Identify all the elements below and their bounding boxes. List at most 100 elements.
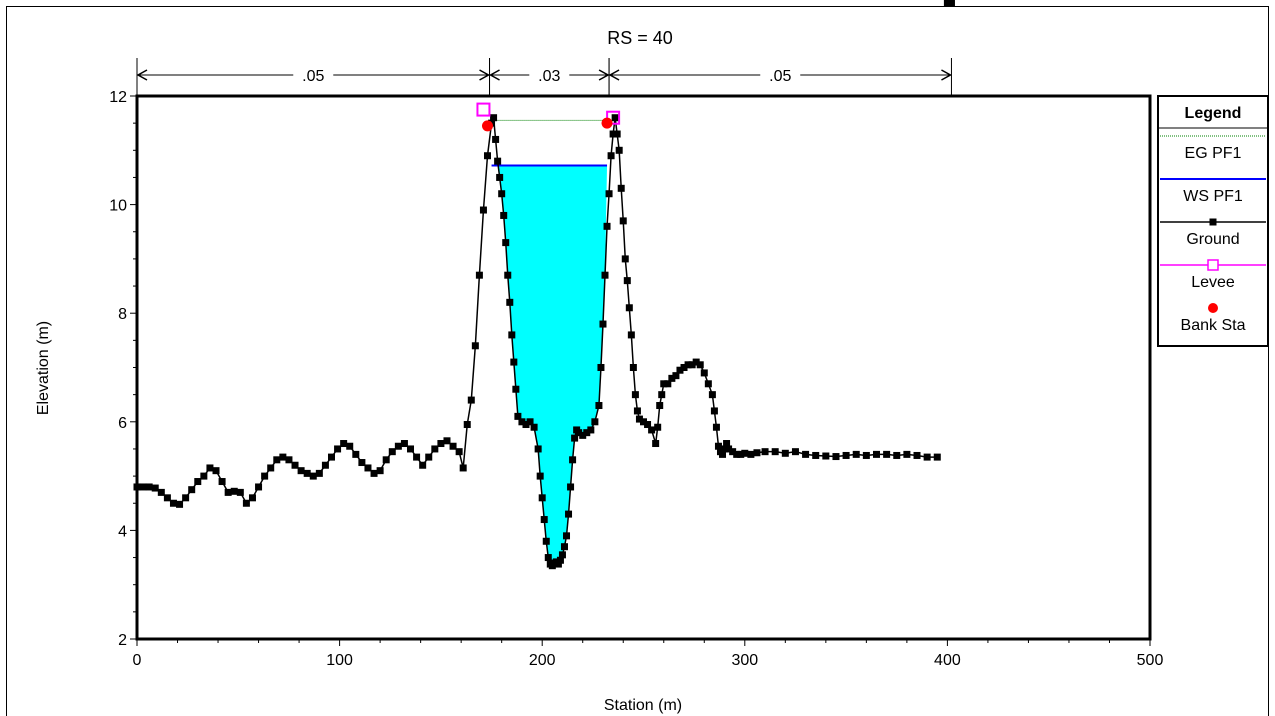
ground-point <box>605 190 613 198</box>
ground-point <box>508 331 516 339</box>
ground-point <box>648 426 656 434</box>
ground-point <box>261 472 269 480</box>
ground-point <box>923 453 931 461</box>
arrowhead-right <box>479 69 491 81</box>
ground-point <box>514 412 522 420</box>
ground-point <box>248 494 256 502</box>
ground-point <box>542 537 550 545</box>
y-axis: 2 4 6 8 10 12 <box>109 89 137 649</box>
ground-point <box>684 361 692 369</box>
ground-point <box>654 423 662 431</box>
ground-point <box>340 440 348 448</box>
ground-point <box>145 483 153 491</box>
ground-point <box>832 453 840 461</box>
ground-point <box>710 407 718 415</box>
arrowhead-left <box>608 69 620 81</box>
legend-entry-label: Ground <box>1186 231 1239 248</box>
ground-point <box>812 451 820 459</box>
arrowhead-left <box>488 69 500 81</box>
ground-point <box>273 456 281 464</box>
legend-entry-label: Levee <box>1191 274 1235 291</box>
ground-point <box>285 456 293 464</box>
y-tick-label: 10 <box>109 198 127 215</box>
ground-point <box>370 469 378 477</box>
ground-point <box>358 459 366 467</box>
ground-point <box>733 450 741 458</box>
ground-point <box>725 445 733 453</box>
manning-n-annotations: .05 .03 .05 <box>136 58 952 96</box>
ground-point <box>176 500 184 508</box>
ground-point <box>419 461 427 469</box>
arrowhead-right <box>941 69 952 81</box>
ground-point <box>627 331 635 339</box>
legend-swatch-marker <box>1209 218 1217 226</box>
ground-point <box>591 418 599 426</box>
ground-point <box>498 190 506 198</box>
ground-point <box>680 364 688 371</box>
ground-point <box>494 157 502 165</box>
legend-entry-label: Bank Sta <box>1181 317 1246 334</box>
ground-point <box>635 415 643 423</box>
legend-entry-label: WS PF1 <box>1183 188 1243 205</box>
ground-point <box>139 483 147 491</box>
ground-point <box>394 442 402 450</box>
ground-point <box>194 478 202 486</box>
legend-entry-label: EG PF1 <box>1185 145 1242 162</box>
ground-point <box>560 543 568 551</box>
ground-point <box>617 184 625 192</box>
ground-point <box>704 380 712 388</box>
ground-point <box>413 453 421 461</box>
ground-point <box>658 391 666 399</box>
ground-point <box>334 445 342 453</box>
ground-point <box>200 472 208 480</box>
ground-point <box>518 418 526 426</box>
ground-point <box>913 451 921 459</box>
legend: Legend EG PF1 WS PF1 Ground Levee Bank Sta <box>1157 95 1269 347</box>
ground-point <box>449 442 457 450</box>
ground-point <box>781 449 789 457</box>
ground-point <box>640 418 647 426</box>
chart-title: RS = 40 <box>607 28 673 48</box>
ground-point <box>883 450 891 458</box>
ground-point <box>664 380 672 388</box>
ground-point <box>169 499 177 507</box>
ground-point <box>656 402 664 410</box>
plot-border <box>135 94 1152 641</box>
ground-point <box>575 429 583 437</box>
ground-point <box>587 426 595 434</box>
legend-title: Legend <box>1185 105 1242 122</box>
ground-markers-layer <box>133 0 955 570</box>
ground-point <box>607 152 615 160</box>
manning-n-label: .05 <box>769 68 791 85</box>
ground-point <box>625 304 633 312</box>
ground-point <box>530 423 538 431</box>
ground-point <box>712 423 720 431</box>
ground-point <box>407 445 415 453</box>
ground-point <box>157 488 165 496</box>
levee-bank-layer <box>476 102 621 132</box>
ground-point <box>431 445 439 453</box>
ground-point <box>842 451 850 459</box>
ground-point <box>206 464 214 472</box>
ground-point <box>512 385 520 393</box>
x-tick-label: 300 <box>731 652 758 669</box>
ground-point <box>933 453 941 461</box>
ground-point <box>579 431 587 439</box>
ground-point <box>688 361 696 369</box>
ground-point <box>538 494 546 502</box>
y-axis-label: Elevation (m) <box>35 321 52 415</box>
ground-point <box>459 464 467 472</box>
ground-point <box>719 450 727 458</box>
x-tick-label: 0 <box>133 652 142 669</box>
ground-point <box>309 472 317 480</box>
ground-point <box>483 152 491 160</box>
ground-point <box>455 448 463 456</box>
ground-point <box>500 211 508 219</box>
ground-point <box>852 450 860 458</box>
y-tick-label: 8 <box>118 306 127 323</box>
ground-point <box>297 467 305 475</box>
y-tick-label: 6 <box>118 415 127 432</box>
ground-point <box>224 488 232 496</box>
ground-point <box>321 461 329 469</box>
ground-point <box>255 483 263 491</box>
